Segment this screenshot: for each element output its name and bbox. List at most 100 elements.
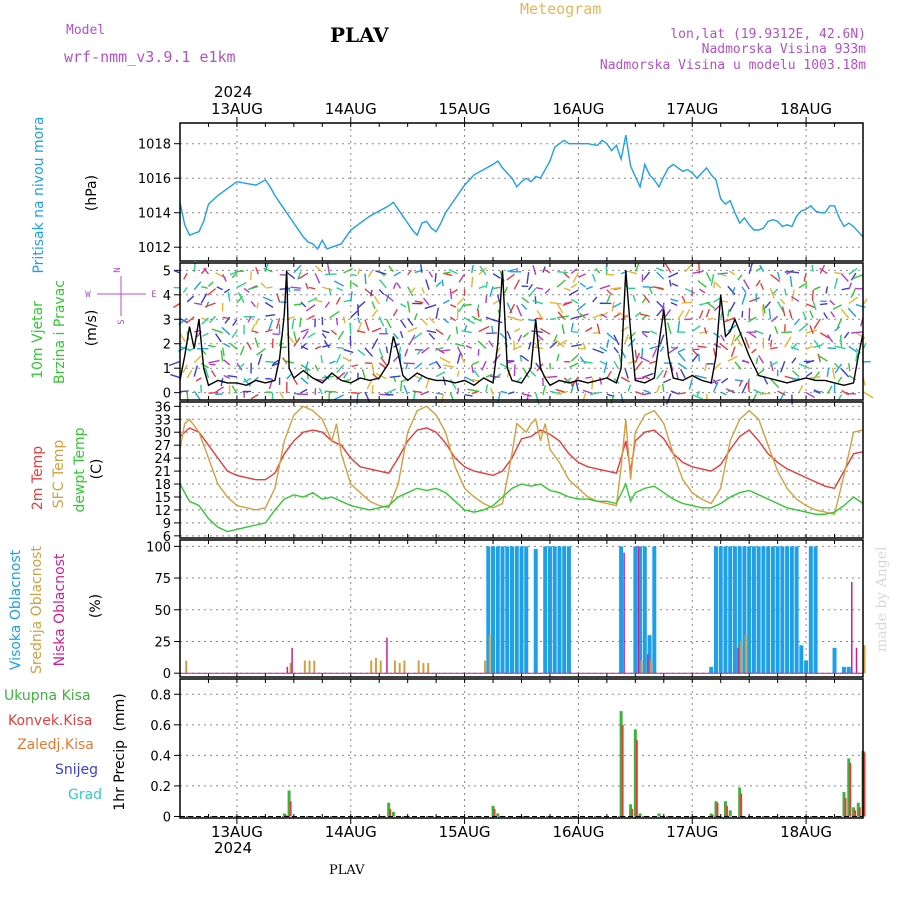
wind-direction-arrow (741, 310, 744, 318)
wind-direction-arrow (528, 283, 534, 291)
wind-direction-arrow (617, 311, 629, 318)
wind-direction-arrow (268, 378, 274, 390)
wind-direction-arrow (491, 325, 494, 335)
wind-direction-arrow (591, 378, 594, 390)
y-tick-label: 0.8 (150, 688, 171, 703)
wind-direction-arrow (606, 370, 612, 379)
x-tick-label-bottom: 13AUG (211, 823, 263, 841)
wind-direction-arrow (489, 286, 494, 297)
wind-direction-arrow (242, 377, 252, 383)
srednja-oblacnost-bar (863, 645, 866, 674)
wind-direction-arrow (465, 345, 472, 349)
wind-direction-arrow (443, 364, 455, 368)
wind-direction-arrow (367, 270, 373, 278)
wind-direction-arrow (652, 347, 658, 358)
wind-direction-arrow (741, 292, 747, 305)
wind-direction-arrow (747, 316, 757, 323)
konvek-kisa-bar (493, 808, 496, 817)
visoka-oblacnost-bar (552, 546, 557, 674)
wind-direction-arrow (264, 262, 269, 272)
wind-direction-arrow (182, 364, 188, 373)
wind-direction-arrow (307, 315, 315, 320)
wind-direction-arrow (684, 264, 692, 273)
wind-direction-arrow (798, 363, 810, 370)
wind-direction-arrow (612, 302, 622, 308)
wind-direction-arrow (826, 334, 834, 343)
wind-direction-arrow (203, 267, 209, 275)
pressure-unit: (hPa) (84, 175, 100, 211)
wind-direction-arrow (308, 286, 316, 290)
y-tick-label: 100 (146, 540, 171, 555)
wind-direction-arrow (215, 386, 224, 393)
wind-direction-arrow (741, 286, 747, 294)
wind-direction-arrow (425, 279, 430, 290)
wind-direction-arrow (193, 355, 202, 364)
wind-direction-arrow (336, 346, 345, 349)
wind-direction-arrow (670, 390, 679, 395)
wind-direction-arrow (819, 302, 828, 306)
wind-direction-arrow (628, 331, 636, 340)
wind-direction-arrow (305, 304, 316, 312)
wind-direction-arrow (730, 334, 736, 347)
wind-direction-arrow (819, 264, 826, 274)
ukupna-kisa-bar (491, 805, 495, 817)
y-tick-label: 1 (163, 362, 171, 377)
wind-direction-arrow (582, 389, 593, 395)
wind-direction-arrow (542, 266, 546, 273)
y-tick-label: 75 (154, 572, 171, 587)
wind-direction-arrow (713, 297, 721, 303)
niska-oblacnost-bar (855, 647, 858, 674)
wind-direction-arrow (392, 332, 399, 340)
wind-direction-arrow (320, 355, 323, 364)
wind-direction-arrow (599, 346, 608, 352)
y-tick-label: 3 (163, 313, 171, 328)
wind-direction-arrow (712, 381, 719, 393)
y-tick-label: 27 (154, 439, 171, 454)
wind-direction-arrow (200, 267, 207, 275)
wind-direction-arrow (759, 392, 771, 395)
wind-direction-arrow (834, 362, 840, 369)
wind-direction-arrow (579, 356, 587, 365)
wind-direction-arrow (572, 271, 580, 283)
wind-direction-arrow (193, 365, 198, 377)
wind-direction-arrow (848, 296, 858, 305)
wind-direction-arrow (300, 328, 309, 333)
wind-direction-arrow (408, 334, 416, 346)
visoka-oblacnost-bar (547, 546, 552, 674)
wind-direction-arrow (424, 304, 437, 310)
ukupna-kisa-bar (391, 811, 395, 817)
wind-direction-arrow (620, 326, 629, 333)
wind-direction-arrow (847, 307, 857, 318)
wind-direction-arrow (549, 301, 562, 305)
wind-direction-arrow (222, 316, 230, 320)
wind-direction-arrow (378, 279, 387, 289)
wind-direction-arrow (813, 318, 821, 330)
wind-direction-arrow (201, 317, 209, 322)
wind-direction-arrow (343, 371, 349, 379)
wind-direction-arrow (506, 330, 512, 340)
wind-direction-arrow (223, 288, 231, 294)
wind-direction-arrow (720, 391, 727, 396)
pressure-title: Pritisak na nivou mora (31, 116, 47, 273)
wind-direction-arrow (677, 351, 686, 362)
wind-direction-arrow (183, 272, 188, 280)
wind-direction-arrow (764, 301, 772, 309)
precip-title-name: 1hr Precip (112, 740, 128, 811)
wind-direction-arrow (371, 338, 379, 350)
srednja-oblacnost-bar (185, 660, 188, 674)
wind-direction-arrow (741, 382, 748, 394)
wind-direction-arrow (576, 302, 586, 312)
wind-direction-arrow (599, 360, 606, 365)
temp-title-dewpt: dewpt Temp (72, 427, 88, 512)
wind-direction-arrow (333, 280, 344, 287)
wind-direction-arrow (677, 348, 686, 353)
wind-direction-arrow (343, 299, 352, 303)
wind-direction-arrow (803, 272, 807, 282)
wind-direction-arrow (851, 331, 864, 334)
visoka-oblacnost-bar (486, 546, 491, 674)
visoka-oblacnost-bar (510, 546, 515, 674)
visoka-oblacnost-bar (742, 546, 747, 674)
wind-direction-arrow (471, 361, 480, 366)
wind-direction-arrow (751, 348, 757, 354)
